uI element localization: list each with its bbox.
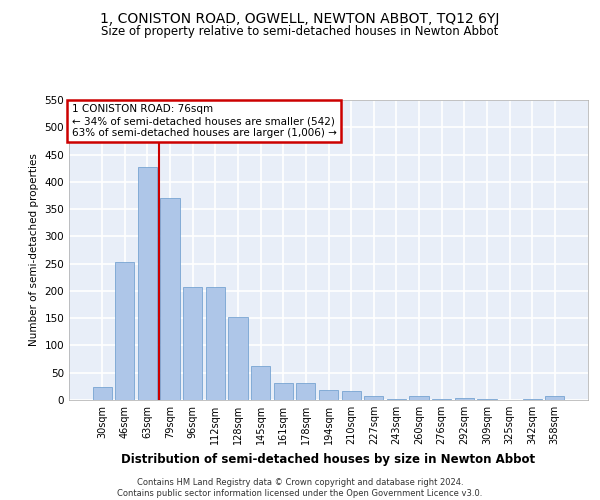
Bar: [455, 398, 474, 400]
Bar: [341, 392, 361, 400]
Bar: [364, 396, 383, 400]
Bar: [92, 387, 112, 400]
Bar: [274, 382, 293, 400]
Bar: [229, 317, 248, 400]
Bar: [160, 198, 180, 400]
Bar: [251, 366, 270, 400]
Text: 1 CONISTON ROAD: 76sqm
← 34% of semi-detached houses are smaller (542)
63% of se: 1 CONISTON ROAD: 76sqm ← 34% of semi-det…: [71, 104, 337, 138]
Bar: [296, 382, 316, 400]
Bar: [409, 396, 428, 400]
Text: 1, CONISTON ROAD, OGWELL, NEWTON ABBOT, TQ12 6YJ: 1, CONISTON ROAD, OGWELL, NEWTON ABBOT, …: [100, 12, 500, 26]
Text: Contains HM Land Registry data © Crown copyright and database right 2024.
Contai: Contains HM Land Registry data © Crown c…: [118, 478, 482, 498]
Y-axis label: Number of semi-detached properties: Number of semi-detached properties: [29, 154, 39, 346]
Bar: [545, 396, 565, 400]
Bar: [138, 166, 157, 400]
Text: Size of property relative to semi-detached houses in Newton Abbot: Size of property relative to semi-detach…: [101, 25, 499, 38]
X-axis label: Distribution of semi-detached houses by size in Newton Abbot: Distribution of semi-detached houses by …: [121, 452, 536, 466]
Bar: [183, 286, 202, 400]
Bar: [115, 262, 134, 400]
Bar: [206, 286, 225, 400]
Bar: [319, 390, 338, 400]
